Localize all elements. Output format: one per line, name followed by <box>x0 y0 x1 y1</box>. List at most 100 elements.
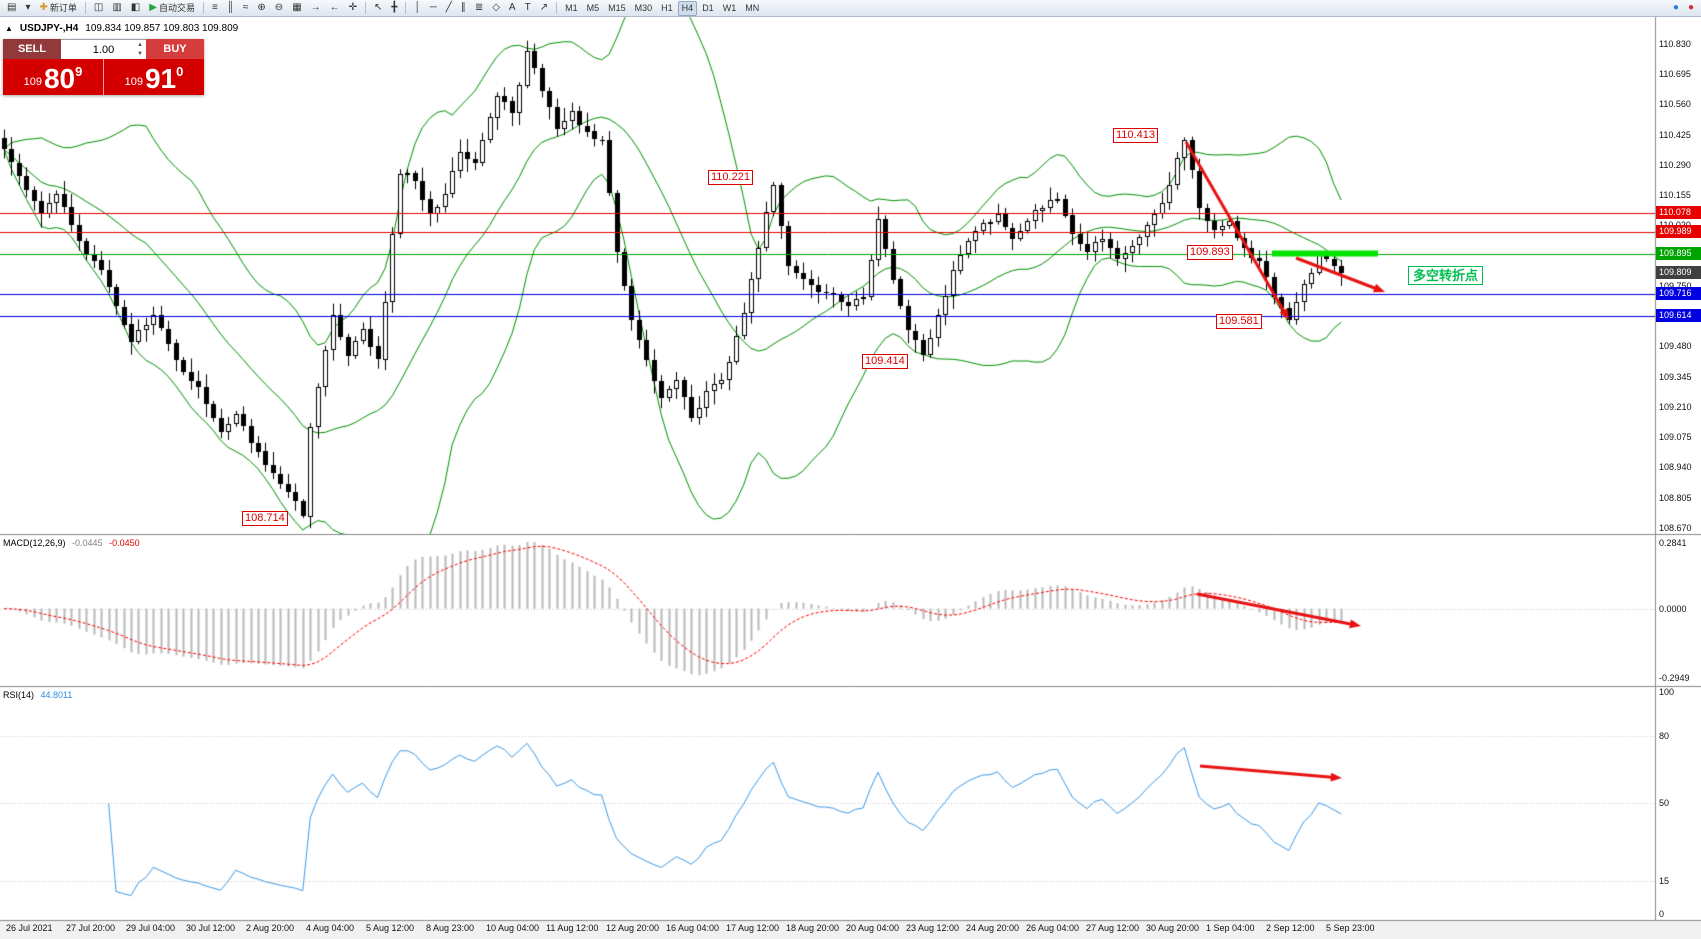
timeframe-w1-button[interactable]: W1 <box>719 1 741 16</box>
price-annotation-label[interactable]: 109.581 <box>1216 314 1262 329</box>
shapes-button[interactable]: ◇ <box>488 1 504 16</box>
macd-axis-label: 0.2841 <box>1659 538 1687 548</box>
price-axis-label: 109.750 <box>1659 281 1692 291</box>
tile-windows-button[interactable]: ▦ <box>288 1 305 16</box>
crosshair-button[interactable]: ╋ <box>387 1 401 16</box>
candlestick-chart-icon: ║ <box>226 2 234 13</box>
buy-button[interactable]: BUY <box>146 39 204 59</box>
cursor-icon: ↖ <box>374 2 383 13</box>
timeframe-m15-button[interactable]: M15 <box>604 1 630 16</box>
timeframe-m30-button-label: M30 <box>634 2 653 13</box>
navigator-button[interactable]: ◧ <box>127 1 144 16</box>
arrow-objects-button[interactable]: ↗ <box>536 1 552 16</box>
turning-point-note[interactable]: 多空转折点 <box>1408 266 1484 285</box>
timeframe-h4-button[interactable]: H4 <box>677 0 698 16</box>
data-window-button[interactable]: ▥ <box>108 1 125 16</box>
auto-scroll-button[interactable]: → <box>307 1 325 16</box>
one-click-collapse-icon[interactable]: ▲ <box>5 23 13 33</box>
new-order-button-label: 新订单 <box>49 2 77 13</box>
chart-symbol-label: USDJPY-,H4 <box>19 23 79 34</box>
text-label-button[interactable]: T <box>521 1 535 16</box>
sell-price-tile[interactable]: 109 80 9 <box>3 59 104 95</box>
volume-down-button[interactable]: ▼ <box>137 51 143 57</box>
timeframe-h4-button-label: H4 <box>681 2 694 13</box>
timeframe-h1-button-label: H1 <box>661 2 673 13</box>
macd-signal-value: -0.0450 <box>109 538 140 548</box>
timeframe-m1-button[interactable]: M1 <box>561 1 582 16</box>
price-axis-label: 108.805 <box>1659 492 1692 503</box>
timeframe-m5-button[interactable]: M5 <box>583 1 604 16</box>
new-order-button[interactable]: ✚ 新订单 <box>35 1 80 16</box>
price-axis-label: 109.210 <box>1659 401 1692 412</box>
text-icon: A <box>508 2 516 13</box>
line-chart-button[interactable]: ≈ <box>239 1 253 16</box>
chart-shift-button[interactable]: ← <box>326 1 344 16</box>
chart-header: ▲ USDJPY-,H4 109.834 109.857 109.803 109… <box>5 23 238 34</box>
help-button[interactable]: ● <box>1684 1 1698 16</box>
timeframe-h1-button[interactable]: H1 <box>657 1 677 16</box>
time-axis-label: 17 Aug 12:00 <box>726 923 780 933</box>
buy-price-tile[interactable]: 109 91 0 <box>104 59 204 95</box>
volume-up-button[interactable]: ▲ <box>137 42 143 48</box>
price-tag: 109.809 <box>1656 265 1701 279</box>
price-axis-label: 110.290 <box>1659 159 1691 170</box>
indicators-button[interactable]: ✛ <box>345 1 361 16</box>
price-axis-label: 110.830 <box>1659 39 1691 49</box>
new-order-icon: ✚ <box>39 2 48 13</box>
trendline-icon: ╱ <box>445 2 452 13</box>
buy-price-prefix: 109 <box>124 76 143 88</box>
price-annotation-label[interactable]: 109.414 <box>862 354 908 369</box>
new-chart-button[interactable]: ▤ <box>3 1 20 16</box>
chart-ohlc-values: 109.834 109.857 109.803 109.809 <box>85 23 239 34</box>
autotrading-button[interactable]: ▶ 自动交易 <box>145 1 199 16</box>
price-axis-label: 110.560 <box>1659 99 1691 110</box>
trendline-button[interactable]: ╱ <box>442 1 456 16</box>
rsi-axis-label: 50 <box>1659 798 1670 808</box>
line-chart-icon: ≈ <box>242 2 249 13</box>
time-axis-label: 27 Aug 12:00 <box>1086 923 1140 933</box>
price-annotation-label[interactable]: 110.413 <box>1113 128 1158 143</box>
cursor-button[interactable]: ↖ <box>370 1 386 16</box>
equidistant-channel-button[interactable]: ∥ <box>457 1 470 16</box>
horizontal-line-button[interactable]: ─ <box>426 1 441 16</box>
price-annotation-label[interactable]: 108.714 <box>242 511 288 526</box>
rsi-name: RSI(14) <box>3 690 35 700</box>
volume-input[interactable]: 1.00 ▲ ▼ <box>61 39 146 59</box>
timeframe-mn-button[interactable]: MN <box>741 1 763 16</box>
sell-button[interactable]: SELL <box>3 39 61 59</box>
navigator-icon: ◧ <box>130 2 141 13</box>
trade-buttons-row: SELL 1.00 ▲ ▼ BUY <box>3 39 204 59</box>
market-watch-button[interactable]: ◫ <box>90 1 107 16</box>
candlestick-chart-button[interactable]: ║ <box>223 1 238 16</box>
zoom-in-button[interactable]: ⊕ <box>253 1 269 16</box>
time-axis-label: 18 Aug 20:00 <box>786 923 840 933</box>
price-annotation-label[interactable]: 109.893 <box>1187 245 1233 260</box>
bar-chart-button[interactable]: ≡ <box>208 1 222 16</box>
autotrading-icon: ▶ <box>149 2 157 13</box>
zoom-out-button[interactable]: ⊖ <box>271 1 287 16</box>
fibonacci-button[interactable]: ≣ <box>471 1 487 16</box>
macd-name: MACD(12,26,9) <box>3 538 66 548</box>
price-tag: 110.078 <box>1656 205 1701 219</box>
vertical-line-button[interactable]: │ <box>410 1 424 16</box>
time-axis-label: 4 Aug 04:00 <box>306 923 355 933</box>
community-button[interactable]: ● <box>1669 1 1683 16</box>
price-annotation-label[interactable]: 110.221 <box>708 170 753 185</box>
toolbar-separator <box>556 2 558 14</box>
macd-axis-label: 0.0000 <box>1659 603 1687 614</box>
price-tag: 109.614 <box>1656 309 1701 323</box>
price-tag: 109.895 <box>1656 246 1701 260</box>
new-chart-dropdown[interactable]: ▾ <box>21 1 34 16</box>
price-axis-label: 109.480 <box>1659 341 1692 352</box>
timeframe-m1-button-label: M1 <box>565 2 578 13</box>
rsi-value: 44.8011 <box>40 690 73 700</box>
price-axis-label: 108.670 <box>1659 522 1692 533</box>
autotrading-button-label: 自动交易 <box>158 2 195 13</box>
chart-shift-icon: ← <box>329 2 340 13</box>
time-axis-label: 29 Jul 04:00 <box>126 923 176 933</box>
timeframe-m30-button[interactable]: M30 <box>631 1 657 16</box>
time-axis-label: 12 Aug 20:00 <box>606 923 660 933</box>
text-button[interactable]: A <box>505 1 520 16</box>
timeframe-d1-button[interactable]: D1 <box>698 1 718 16</box>
